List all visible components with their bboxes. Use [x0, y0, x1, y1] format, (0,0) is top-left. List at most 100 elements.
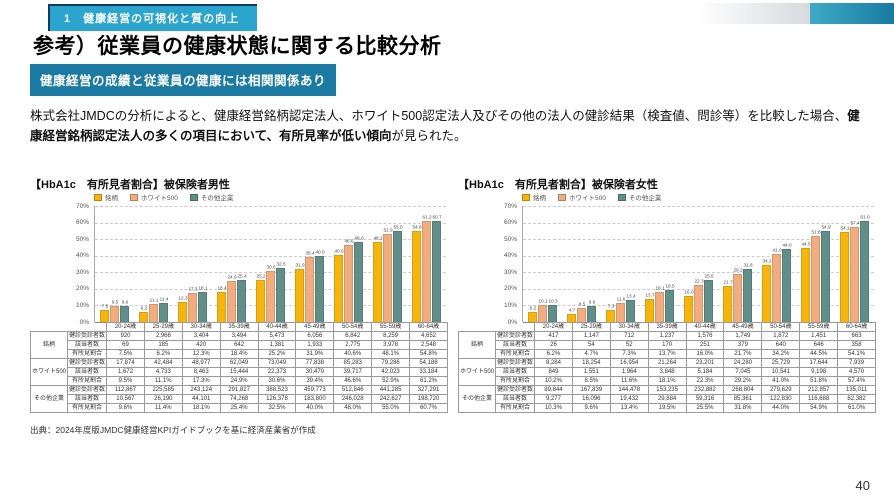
bar-value-label: 54.1 — [839, 226, 850, 232]
value-cell: 1,381 — [257, 340, 297, 350]
bar-series-1 — [577, 307, 586, 322]
value-cell: 26,190 — [143, 394, 183, 404]
age-header-cell: 45-49歳 — [295, 322, 335, 332]
row-label-cell: 健診受診者数 — [67, 385, 108, 395]
bar-series-1 — [811, 236, 820, 322]
bar-series-0 — [412, 231, 421, 322]
value-cell: 48.1% — [371, 349, 411, 359]
value-cell: 16,954 — [609, 358, 649, 368]
value-cell: 69 — [106, 340, 145, 350]
value-cell: 44.0% — [761, 403, 801, 413]
value-cell: 246,028 — [333, 394, 373, 404]
value-cell: 11.1% — [143, 376, 183, 386]
value-cell: 198,720 — [409, 394, 448, 404]
gridline — [523, 239, 874, 241]
value-cell: 16,096 — [571, 394, 611, 404]
value-cell: 7.5% — [106, 349, 145, 359]
age-header-cell: 25-29歳 — [571, 322, 611, 332]
value-cell: 39.4% — [295, 376, 335, 386]
chart-legend: 銘柄 ホワイト500 その他企業 — [522, 192, 661, 202]
bar-value-label: 10.2 — [537, 299, 548, 305]
value-cell: 1,933 — [295, 340, 335, 350]
bar-value-label: 25.5 — [703, 274, 714, 279]
legend-label: 銘柄 — [533, 195, 546, 202]
value-cell: 183,800 — [295, 394, 335, 404]
value-cell: 640 — [761, 340, 801, 350]
age-header-cell: 60-64歳 — [837, 322, 876, 332]
age-header-cell: 60-64歳 — [409, 322, 448, 332]
empty-corner-cell — [496, 323, 535, 332]
value-cell: 9,198 — [799, 367, 839, 377]
y-axis-tick: 60% — [75, 219, 89, 227]
value-cell: 10,567 — [106, 394, 145, 404]
value-cell: 1,237 — [647, 331, 687, 341]
value-cell: 9.6% — [106, 403, 145, 413]
bar-series-2 — [315, 255, 324, 322]
bar-series-2 — [704, 279, 713, 322]
bar-series-1 — [616, 302, 625, 322]
bar-series-2 — [354, 242, 363, 322]
legend-item-1: ホワイト500 — [558, 192, 606, 202]
group-label-cell-0: 銘柄 — [457, 331, 497, 359]
value-cell: 167,839 — [571, 385, 611, 395]
value-cell: 1,964 — [609, 367, 649, 377]
value-cell: 242,627 — [371, 394, 411, 404]
value-cell: 9,277 — [534, 394, 573, 404]
bar-series-2 — [821, 231, 830, 322]
bar-series-2 — [237, 279, 246, 322]
gridline — [523, 272, 874, 274]
row-label-cell: 有所見割合 — [67, 376, 108, 386]
bar-series-2 — [743, 269, 752, 322]
bar-series-0 — [295, 269, 304, 322]
y-axis-tick: 0% — [79, 318, 89, 326]
value-cell: 388,523 — [257, 385, 297, 395]
bar-value-label: 18.1 — [197, 286, 208, 292]
header-teal-block — [810, 3, 894, 24]
value-cell: 11.4% — [143, 403, 183, 413]
legend-item-0: 銘柄 — [522, 192, 546, 202]
legend-item-0: 銘柄 — [94, 192, 118, 202]
bar-value-label: 39.4 — [304, 251, 315, 256]
value-cell: 8,463 — [181, 367, 221, 377]
value-cell: 3,404 — [181, 331, 221, 341]
value-cell: 358 — [837, 340, 876, 350]
bar-value-label: 40.6 — [333, 249, 344, 254]
value-cell: 663 — [837, 331, 876, 341]
value-cell: 42,484 — [143, 358, 183, 368]
row-label-cell: 健診受診者数 — [495, 331, 536, 341]
age-header-cell: 20-24歳 — [534, 322, 573, 332]
bar-series-1 — [188, 293, 197, 322]
value-cell: 25.4% — [219, 403, 259, 413]
bar-series-0 — [334, 254, 343, 322]
bar-value-label: 9.6 — [121, 300, 128, 306]
y-axis-tick: 20% — [503, 285, 517, 293]
value-cell: 85,283 — [333, 358, 373, 368]
value-cell: 44,101 — [181, 394, 221, 404]
bar-value-label: 44.5 — [800, 242, 811, 248]
value-cell: 243,124 — [181, 385, 221, 395]
header-gradient-strip — [698, 3, 810, 24]
age-header-cell: 35-39歳 — [647, 322, 687, 332]
bar-value-label: 61.0 — [859, 215, 870, 220]
gridline — [95, 222, 446, 224]
bar-series-0 — [139, 311, 148, 322]
value-cell: 25.5% — [685, 403, 725, 413]
value-cell: 4,652 — [409, 331, 448, 341]
bar-value-label: 25.2 — [255, 274, 266, 280]
bar-series-1 — [149, 303, 158, 322]
bar-series-1 — [305, 256, 314, 322]
table-header-row: 20-24歳 25-29歳 30-34歳 35-39歳 40-44歳 45-49歳 50-5… — [459, 322, 876, 332]
value-cell: 712 — [609, 331, 649, 341]
value-cell: 48.0% — [333, 403, 373, 413]
row-label-cell: 健診受診者数 — [67, 358, 108, 368]
legend-swatch — [130, 193, 138, 201]
legend-swatch — [617, 193, 626, 201]
value-cell: 8,259 — [371, 331, 411, 341]
chart-title: 【HbA1c 有所見者割合】被保険者男性 — [30, 179, 230, 191]
row-label-cell: 健診受診者数 — [495, 385, 536, 395]
age-header-cell: 40-44歳 — [257, 322, 297, 332]
y-axis-tick: 70% — [75, 202, 89, 210]
value-cell: 10.3% — [534, 403, 573, 413]
bar-value-label: 7.3 — [607, 304, 614, 309]
